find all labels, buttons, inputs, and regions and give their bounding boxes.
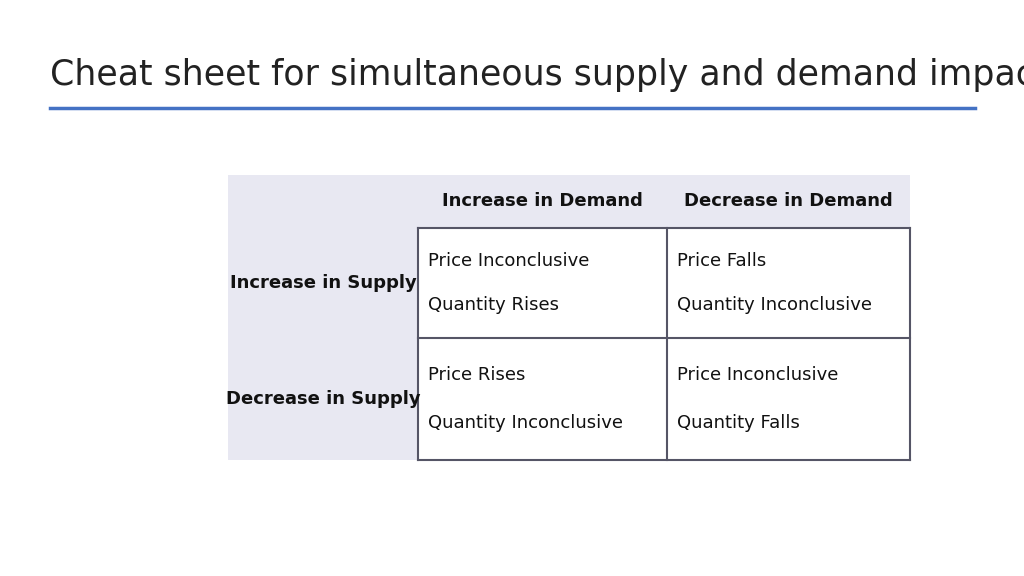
- Text: Quantity Falls: Quantity Falls: [677, 414, 800, 433]
- Bar: [418, 228, 667, 338]
- Text: Increase in Supply: Increase in Supply: [229, 274, 417, 292]
- Bar: [418, 175, 667, 228]
- Text: Quantity Rises: Quantity Rises: [428, 296, 559, 314]
- Bar: [418, 228, 910, 460]
- Bar: [418, 338, 667, 460]
- Text: Price Falls: Price Falls: [677, 252, 766, 270]
- Bar: [228, 338, 418, 460]
- Text: Cheat sheet for simultaneous supply and demand impacts: Cheat sheet for simultaneous supply and …: [50, 58, 1024, 92]
- Text: Decrease in Demand: Decrease in Demand: [684, 192, 893, 210]
- Bar: [228, 175, 418, 228]
- Text: Quantity Inconclusive: Quantity Inconclusive: [428, 414, 623, 433]
- Bar: [667, 338, 910, 460]
- Bar: [228, 228, 418, 338]
- Text: Increase in Demand: Increase in Demand: [442, 192, 643, 210]
- Text: Price Inconclusive: Price Inconclusive: [428, 252, 590, 270]
- Bar: [667, 228, 910, 338]
- Text: Quantity Inconclusive: Quantity Inconclusive: [677, 296, 872, 314]
- Text: Decrease in Supply: Decrease in Supply: [225, 390, 420, 408]
- Text: Price Rises: Price Rises: [428, 366, 525, 384]
- Bar: [667, 175, 910, 228]
- Text: Price Inconclusive: Price Inconclusive: [677, 366, 839, 384]
